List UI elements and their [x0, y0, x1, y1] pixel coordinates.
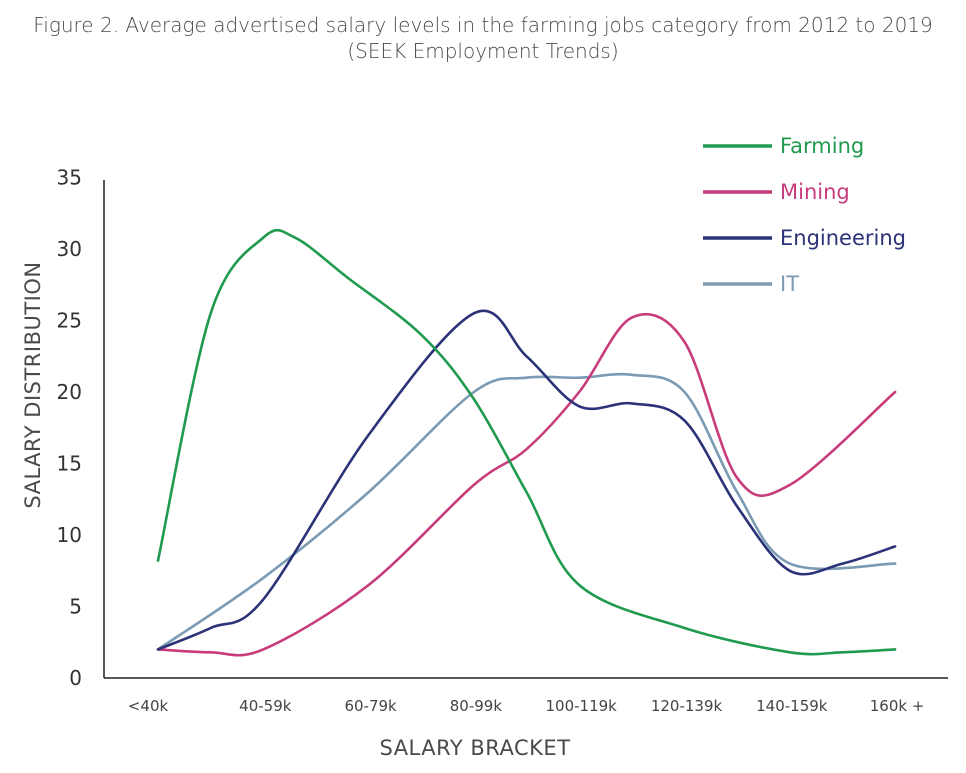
- chart-title-line-1: Figure 2. Average advertised salary leve…: [33, 13, 933, 37]
- x-tick-label: 160k +: [870, 697, 925, 715]
- series-lines: [156, 228, 897, 657]
- legend-label-farming: Farming: [780, 134, 864, 158]
- series-line-mining: [156, 312, 897, 657]
- y-tick-label: 20: [57, 380, 82, 404]
- x-tick-label: 140-159k: [756, 697, 828, 715]
- chart-title-line-2: (SEEK Employment Trends): [347, 39, 619, 63]
- legend-label-engineering: Engineering: [780, 226, 906, 250]
- x-tick-label: 100-119k: [546, 697, 618, 715]
- legend-label-mining: Mining: [780, 180, 850, 204]
- chart-title: Figure 2. Average advertised salary leve…: [0, 12, 966, 64]
- y-tick-label: 5: [69, 595, 82, 619]
- x-tick-label: 120-139k: [651, 697, 723, 715]
- x-tick-label: 40-59k: [239, 697, 292, 715]
- legend-label-it: IT: [780, 272, 799, 296]
- y-tick-label: 25: [57, 309, 82, 333]
- y-tick-label: 10: [57, 523, 82, 547]
- legend: Farming Mining Engineering IT: [703, 134, 906, 296]
- x-axis-title: SALARY BRACKET: [379, 736, 570, 760]
- y-axis-ticks: 0 5 10 15 20 25 30 35: [57, 166, 82, 691]
- series-line-it: [156, 372, 897, 651]
- y-tick-label: 30: [57, 237, 82, 261]
- x-axis-ticks: <40k 40-59k 60-79k 80-99k 100-119k 120-139k 14…: [128, 697, 925, 715]
- y-tick-label: 0: [69, 666, 82, 690]
- x-tick-label: 60-79k: [344, 697, 397, 715]
- series-line-farming: [156, 228, 897, 656]
- x-tick-label: 80-99k: [450, 697, 503, 715]
- x-tick-label: <40k: [128, 697, 169, 715]
- chart-axes: [103, 180, 948, 679]
- y-axis-title: SALARY DISTRIBUTION: [21, 261, 45, 508]
- y-tick-label: 15: [57, 452, 82, 476]
- series-line-engineering: [156, 309, 897, 651]
- y-tick-label: 35: [57, 166, 82, 190]
